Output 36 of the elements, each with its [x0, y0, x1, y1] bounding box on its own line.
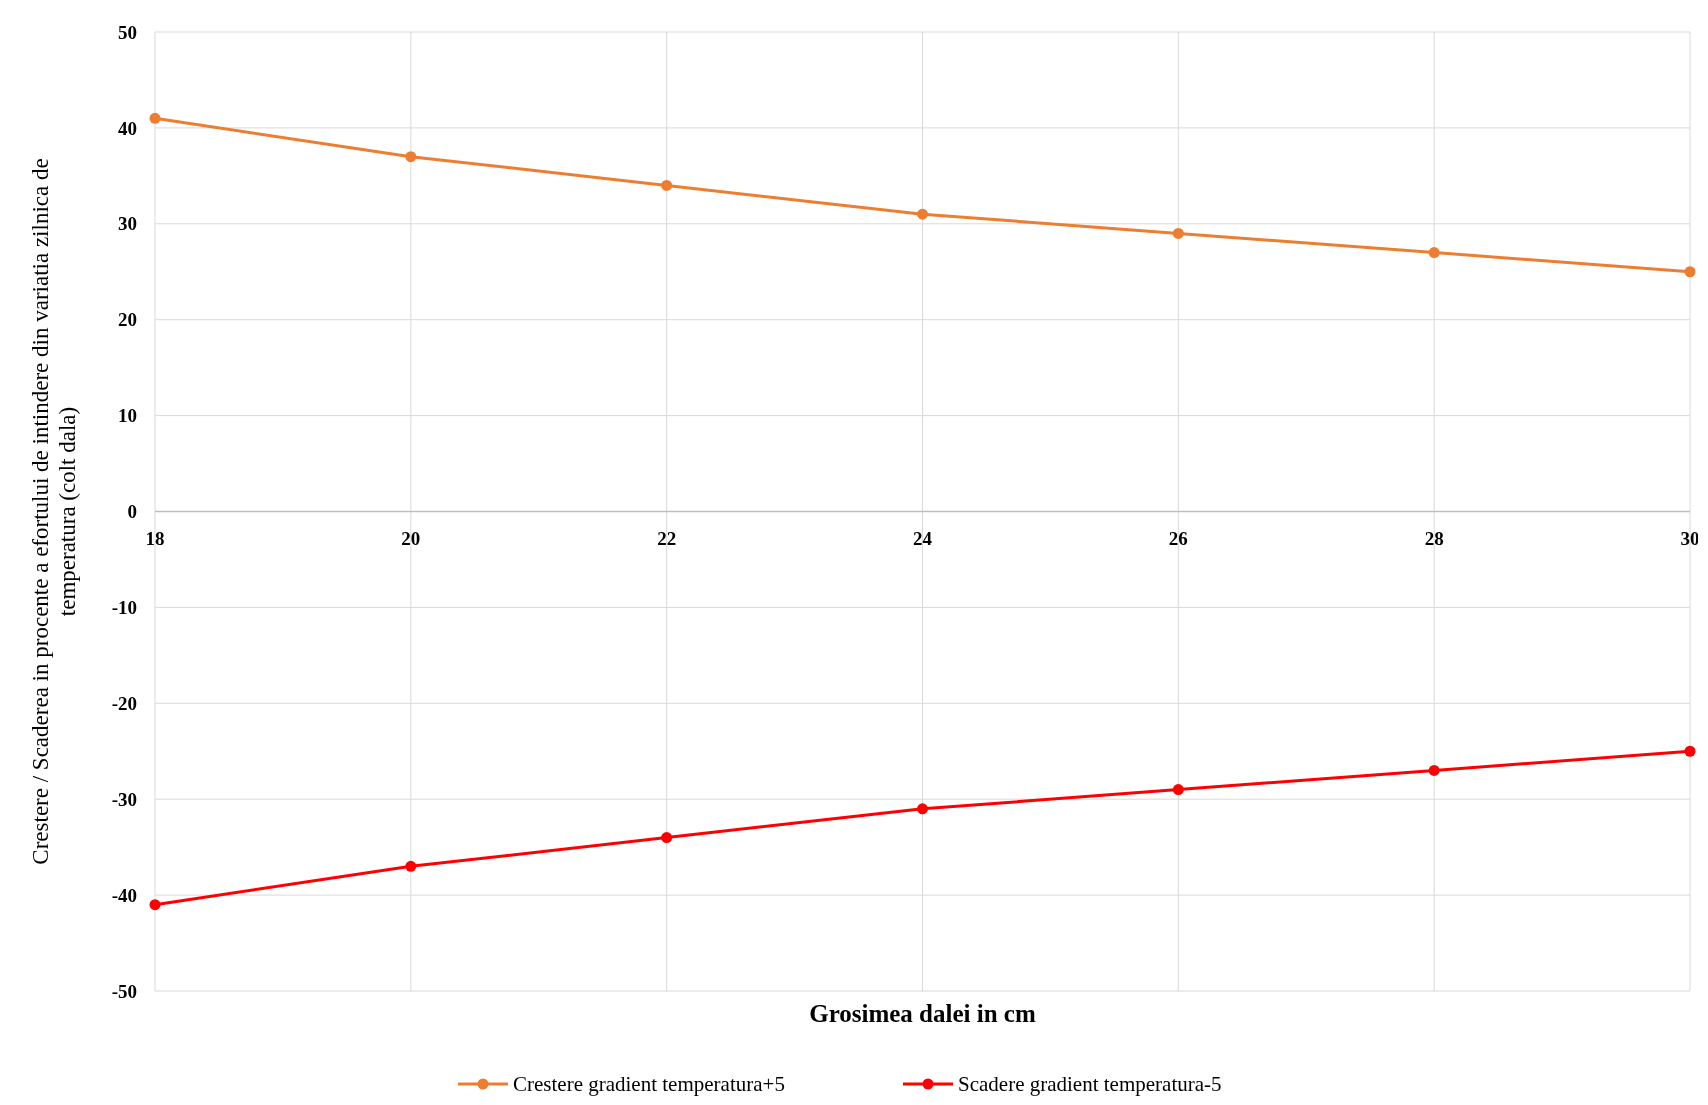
point — [917, 803, 928, 815]
x-tick-label: 26 — [1168, 527, 1188, 549]
point — [1684, 266, 1696, 278]
point — [1172, 784, 1184, 796]
y-axis-title: Crestere / Scaderea in procente a efortului de intindere din variatia zilnica de temperatura (colt dala) — [28, 158, 80, 865]
x-tick-label: 28 — [1424, 527, 1444, 549]
point — [405, 860, 417, 872]
y-tick-label: -40 — [111, 884, 137, 906]
x-tick-label: 22 — [657, 527, 677, 549]
x-tick-label: 30 — [1680, 527, 1700, 549]
point — [661, 179, 673, 191]
y-tick-label: -50 — [111, 980, 137, 1002]
y-tick-label: 10 — [118, 405, 137, 427]
point — [661, 832, 673, 844]
x-tick-label: 24 — [913, 527, 933, 549]
point — [405, 151, 417, 163]
point — [149, 112, 161, 124]
legend-label: Crestere gradient temperatura+5 — [513, 1072, 785, 1097]
point — [917, 208, 928, 220]
point — [149, 899, 161, 911]
point — [1428, 247, 1440, 259]
y-tick-label: -20 — [111, 692, 137, 714]
x-axis-title: Grosimea dalei in cm — [809, 1000, 1036, 1027]
y-tick-label: 20 — [118, 309, 137, 331]
point — [1684, 745, 1696, 757]
point — [1172, 227, 1184, 239]
y-tick-label: 30 — [118, 213, 137, 235]
point — [1428, 764, 1440, 776]
y-tick-label: 0 — [127, 501, 137, 523]
y-tick-label: -10 — [111, 597, 137, 619]
x-tick-label: 18 — [145, 527, 165, 549]
y-tick-label: 40 — [118, 117, 137, 139]
y-tick-label: 50 — [118, 21, 137, 43]
legend-label: Scadere gradient temperatura-5 — [958, 1072, 1222, 1097]
y-tick-label: -30 — [111, 788, 137, 810]
x-tick-label: 20 — [401, 527, 421, 549]
